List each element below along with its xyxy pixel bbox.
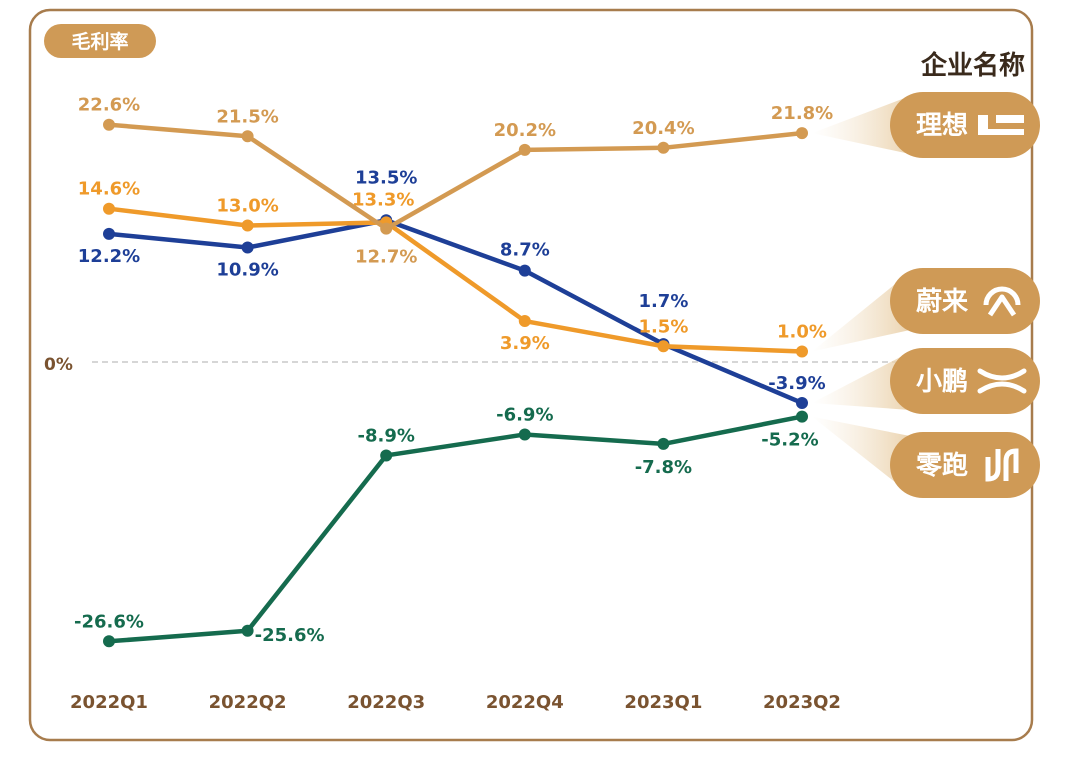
data-point-xpeng-2022Q2 — [241, 241, 254, 254]
data-point-lixiang-2022Q4 — [518, 143, 531, 156]
data-point-leapmotor-2022Q3 — [380, 449, 393, 462]
data-point-leapmotor-2023Q1 — [657, 437, 670, 450]
legend-item-lixiang: 理想 — [890, 92, 1040, 158]
chart-title: 毛利率 — [71, 30, 128, 53]
data-point-xpeng-2022Q1 — [103, 227, 115, 240]
lixiang-logo-icon — [978, 115, 1024, 135]
series-line-xpeng — [106, 218, 805, 406]
data-label-xpeng-2023Q2: -3.9% — [768, 373, 825, 394]
series-xpeng: 12.2% 10.9% 13.5% 8.7% 1.7% -3.9% — [78, 167, 826, 409]
legend-title: 企业名称 — [921, 50, 1025, 81]
x-tick-label-2023Q1: 2023Q1 — [624, 692, 702, 713]
legend-pill — [890, 432, 1040, 498]
x-tick-label-2022Q3: 2022Q3 — [347, 692, 425, 713]
series-lixiang: 22.6% 21.5% 12.7% 20.2% 20.4% 21.8% — [78, 95, 833, 268]
data-label-nio-2022Q4: 3.9% — [500, 333, 550, 354]
data-label-leapmotor-2022Q4: -6.9% — [496, 404, 553, 425]
legend-connector-leapmotor — [812, 416, 910, 494]
leapmotor-logo-icon — [985, 448, 1019, 482]
legend-item-xpeng: 小鹏 — [890, 348, 1040, 414]
legend-connector-xpeng — [812, 352, 910, 410]
legend-item-leapmotor: 零跑 — [890, 432, 1040, 498]
data-label-lixiang-2022Q3: 12.7% — [355, 247, 417, 268]
x-tick-label-2022Q4: 2022Q4 — [486, 692, 564, 713]
data-label-lixiang-2022Q1: 22.6% — [78, 95, 140, 116]
data-point-lixiang-2023Q2 — [796, 127, 808, 140]
x-tick-label-2022Q1: 2022Q1 — [70, 692, 148, 713]
legend-label-lixiang: 理想 — [916, 111, 968, 141]
data-label-nio-2022Q1: 14.6% — [78, 179, 140, 200]
data-label-leapmotor-2022Q3: -8.9% — [357, 425, 414, 446]
series-line-nio — [106, 206, 805, 354]
data-label-leapmotor-2022Q1: -26.6% — [74, 611, 144, 632]
legend-pill — [890, 92, 1040, 158]
series-nio: 14.6% 13.0% 13.3% 3.9% 1.5% 1.0% — [78, 179, 827, 358]
data-point-leapmotor-2022Q1 — [103, 635, 115, 648]
series-line-leapmotor — [106, 414, 805, 644]
series-line-lixiang — [106, 122, 805, 231]
data-point-lixiang-2022Q1 — [103, 118, 115, 131]
data-point-nio-2022Q1 — [103, 202, 115, 215]
zero-label: 0% — [44, 355, 73, 375]
data-label-leapmotor-2023Q2: -5.2% — [761, 430, 818, 451]
data-point-lixiang-2022Q2 — [241, 130, 254, 143]
legend-label-leapmotor: 零跑 — [916, 451, 968, 481]
data-label-xpeng-2022Q1: 12.2% — [78, 246, 140, 267]
data-label-xpeng-2022Q3: 13.5% — [355, 167, 417, 188]
x-tick-label-2023Q2: 2023Q2 — [763, 692, 841, 713]
data-label-nio-2023Q2: 1.0% — [777, 322, 827, 343]
data-label-leapmotor-2022Q2: -25.6% — [255, 625, 325, 646]
legend-pill — [890, 268, 1040, 334]
x-tick-label-2022Q2: 2022Q2 — [209, 692, 287, 713]
data-point-nio-2023Q1 — [657, 340, 670, 353]
data-point-xpeng-2023Q2 — [796, 396, 808, 409]
legend-connector-lixiang — [812, 96, 910, 154]
legend-item-nio: 蔚来 — [890, 268, 1040, 334]
data-label-lixiang-2023Q1: 20.4% — [632, 118, 694, 139]
data-label-lixiang-2022Q4: 20.2% — [494, 120, 556, 141]
data-point-nio-2022Q2 — [241, 219, 254, 232]
xpeng-logo-icon — [977, 368, 1027, 394]
data-point-lixiang-2023Q1 — [657, 141, 670, 154]
nio-logo-icon — [983, 286, 1021, 317]
data-point-leapmotor-2023Q2 — [796, 410, 808, 423]
data-point-xpeng-2022Q4 — [518, 264, 531, 277]
data-label-leapmotor-2023Q1: -7.8% — [635, 457, 692, 478]
data-point-nio-2023Q2 — [796, 345, 808, 358]
data-label-lixiang-2022Q2: 21.5% — [216, 106, 278, 127]
data-point-nio-2022Q4 — [518, 315, 531, 328]
data-label-lixiang-2023Q2: 21.8% — [771, 103, 833, 124]
data-point-lixiang-2022Q3 — [380, 222, 393, 235]
data-label-xpeng-2022Q2: 10.9% — [216, 260, 278, 281]
legend-label-nio: 蔚来 — [916, 287, 969, 317]
data-point-leapmotor-2022Q4 — [518, 428, 531, 441]
chart-title-badge: 毛利率 — [44, 24, 156, 58]
data-label-nio-2023Q1: 1.5% — [638, 316, 688, 337]
data-label-nio-2022Q3: 13.3% — [352, 189, 414, 210]
legend-label-xpeng: 小鹏 — [916, 367, 968, 397]
data-point-leapmotor-2022Q2 — [241, 624, 254, 637]
legend-connector-nio — [812, 272, 910, 352]
data-label-xpeng-2022Q4: 8.7% — [500, 240, 550, 261]
series-leapmotor: -26.6% -25.6% -8.9% -6.9% -7.8% -5.2% — [74, 404, 819, 648]
data-label-nio-2022Q2: 13.0% — [216, 196, 278, 217]
data-label-xpeng-2023Q1: 1.7% — [638, 291, 688, 312]
legend-pill — [890, 348, 1040, 414]
